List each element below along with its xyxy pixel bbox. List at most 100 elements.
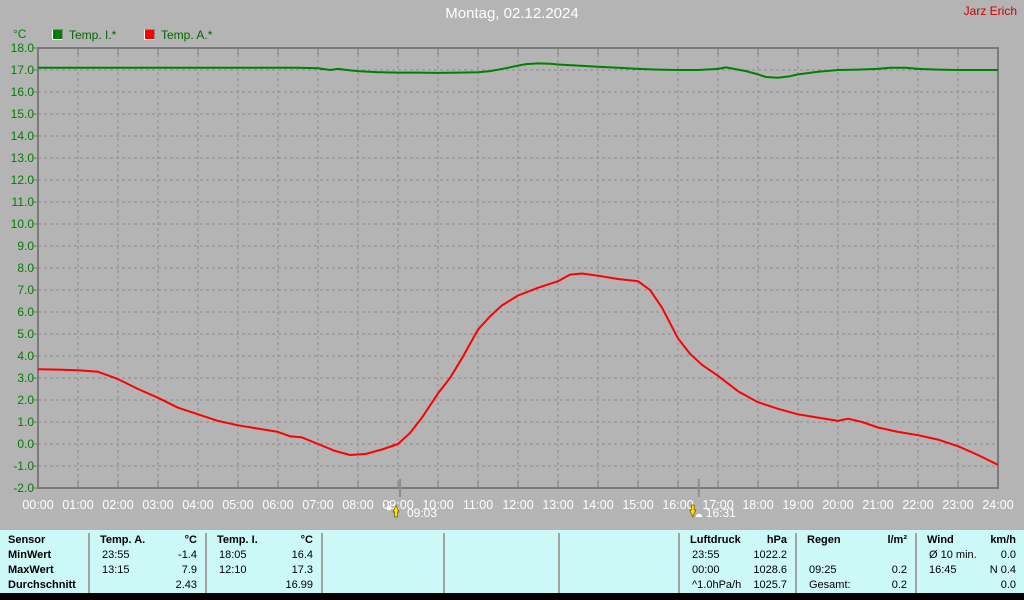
table-row: Sensor bbox=[0, 533, 88, 548]
x-tick-label: 07:00 bbox=[302, 498, 333, 512]
y-tick-label: -1.0 bbox=[13, 459, 34, 473]
x-tick-label: 17:00 bbox=[702, 498, 733, 512]
series-line-tempi bbox=[38, 62, 998, 79]
temp-inside-swatch-icon bbox=[52, 29, 63, 40]
table-row: 09:25 0.2 bbox=[797, 563, 915, 578]
column-header-unit: hPa bbox=[766, 534, 787, 546]
table-cell-time bbox=[445, 563, 457, 578]
table-cell-time: 12:10 bbox=[219, 564, 247, 576]
x-tick-label: 16:00 bbox=[662, 498, 693, 512]
table-cell-value bbox=[907, 548, 915, 563]
table-row bbox=[445, 578, 558, 593]
table-row: MaxWert bbox=[0, 563, 88, 578]
y-tick-label: 1.0 bbox=[17, 415, 34, 429]
table-header-row bbox=[560, 533, 678, 548]
y-tick-label: 2.0 bbox=[17, 393, 34, 407]
x-tick-label: 00:00 bbox=[22, 498, 53, 512]
table-cell-time bbox=[207, 578, 219, 593]
table-row-label-column: Sensor MinWert MaxWert Durchschnitt bbox=[0, 533, 88, 593]
table-cell-value bbox=[670, 578, 678, 593]
table-cell-value bbox=[670, 548, 678, 563]
y-tick-label: 5.0 bbox=[17, 327, 34, 341]
sunset-icon bbox=[689, 504, 697, 518]
table-cell-time: Gesamt: bbox=[809, 579, 851, 591]
table-header-row: Temp. A. °C bbox=[90, 533, 205, 548]
table-cell-value: 1025.7 bbox=[753, 579, 787, 591]
table-cell-value bbox=[550, 563, 558, 578]
table-cell-value: 0.2 bbox=[891, 579, 907, 591]
table-cell-time bbox=[797, 548, 809, 563]
y-tick-label: 11.0 bbox=[12, 195, 35, 209]
legend-item-temp-outside: Temp. A.* bbox=[144, 28, 212, 41]
table-row: 23:55 -1.4 bbox=[90, 548, 205, 563]
table-cell-value: 0.0 bbox=[1000, 579, 1016, 591]
table-cell-time: 16:45 bbox=[929, 564, 957, 576]
table-row bbox=[560, 578, 678, 593]
table-cell-time: 23:55 bbox=[102, 549, 130, 561]
y-tick-label: 12.0 bbox=[11, 173, 35, 187]
y-tick-label: 14.0 bbox=[11, 129, 35, 143]
column-header-unit: °C bbox=[184, 534, 197, 546]
table-cell-time: ^1.0hPa/h bbox=[692, 579, 742, 591]
table-row bbox=[445, 563, 558, 578]
sunset-time-label: 16:31 bbox=[706, 506, 736, 520]
table-header-row bbox=[445, 533, 558, 548]
table-header-row: Regen l/m² bbox=[797, 533, 915, 548]
column-header-name: Temp. I. bbox=[217, 534, 258, 546]
sunrise-time-label: 09:03 bbox=[407, 506, 437, 520]
x-tick-label: 11:00 bbox=[463, 498, 493, 512]
x-tick-label: 20:00 bbox=[822, 498, 853, 512]
table-row: 00:00 1028.6 bbox=[680, 563, 795, 578]
table-row: ^1.0hPa/h 1025.7 bbox=[680, 578, 795, 593]
table-row: 12:10 17.3 bbox=[207, 563, 321, 578]
y-tick-label: 6.0 bbox=[17, 305, 34, 319]
table-column-regen: Regen l/m² 09:25 0.2 Gesamt: 0.2 bbox=[795, 533, 915, 593]
x-tick-label: 14:00 bbox=[582, 498, 613, 512]
legend-label: Temp. A.* bbox=[161, 27, 213, 42]
table-cell-value: -1.4 bbox=[178, 549, 197, 561]
column-header-unit: l/m² bbox=[887, 534, 907, 546]
x-tick-label: 08:00 bbox=[342, 498, 373, 512]
table-cell-value: 0.0 bbox=[1000, 549, 1016, 561]
table-row bbox=[560, 548, 678, 563]
y-tick-label: 3.0 bbox=[17, 371, 34, 385]
table-row: 2.43 bbox=[90, 578, 205, 593]
table-row: 18:05 16.4 bbox=[207, 548, 321, 563]
x-tick-label: 04:00 bbox=[182, 498, 213, 512]
table-column-wind: Wind km/h Ø 10 min. 0.0 16:45 N 0.4 0.0 bbox=[915, 533, 1024, 593]
table-cell-value: 17.3 bbox=[291, 564, 313, 576]
table-row bbox=[323, 563, 443, 578]
summary-table: Sensor MinWert MaxWert Durchschnitt Temp. A.… bbox=[0, 530, 1024, 593]
table-column-empty bbox=[321, 533, 443, 593]
table-cell-time: 00:00 bbox=[692, 564, 720, 576]
table-cell-time bbox=[323, 578, 335, 593]
table-cell-value: 1028.6 bbox=[753, 564, 787, 576]
table-row bbox=[323, 578, 443, 593]
y-tick-label: 8.0 bbox=[17, 261, 34, 275]
table-row-label: Sensor bbox=[8, 534, 46, 546]
column-header-name bbox=[445, 533, 455, 548]
table-row: Ø 10 min. 0.0 bbox=[917, 548, 1024, 563]
table-cell-value: N 0.4 bbox=[989, 564, 1016, 576]
column-header-name: Regen bbox=[807, 534, 841, 546]
column-header-name: Wind bbox=[927, 534, 954, 546]
table-row bbox=[323, 548, 443, 563]
table-row: Durchschnitt bbox=[0, 578, 88, 593]
y-tick-label: 15.0 bbox=[11, 107, 35, 121]
table-row: 16:45 N 0.4 bbox=[917, 563, 1024, 578]
x-tick-label: 02:00 bbox=[102, 498, 133, 512]
y-tick-label: 18.0 bbox=[11, 41, 35, 55]
x-tick-label: 13:00 bbox=[542, 498, 573, 512]
column-header-unit: °C bbox=[300, 534, 313, 546]
table-row bbox=[797, 548, 915, 563]
table-cell-time: 09:25 bbox=[809, 564, 837, 576]
column-header-unit bbox=[435, 533, 443, 548]
table-column-luftdruck: Luftdruck hPa 23:55 1022.2 00:00 1028.6 ^1.0hP… bbox=[678, 533, 795, 593]
temperature-chart: 18.0 17.0 16.0 15.0 14.0 13.0 12.0 11.0 10.0 9.0 8… bbox=[11, 41, 1014, 520]
table-row bbox=[445, 548, 558, 563]
table-row: 16.99 bbox=[207, 578, 321, 593]
y-tick-label: -2.0 bbox=[13, 481, 34, 495]
table-cell-value bbox=[435, 563, 443, 578]
table-cell-time bbox=[323, 548, 335, 563]
table-cell-value: 16.4 bbox=[291, 549, 313, 561]
